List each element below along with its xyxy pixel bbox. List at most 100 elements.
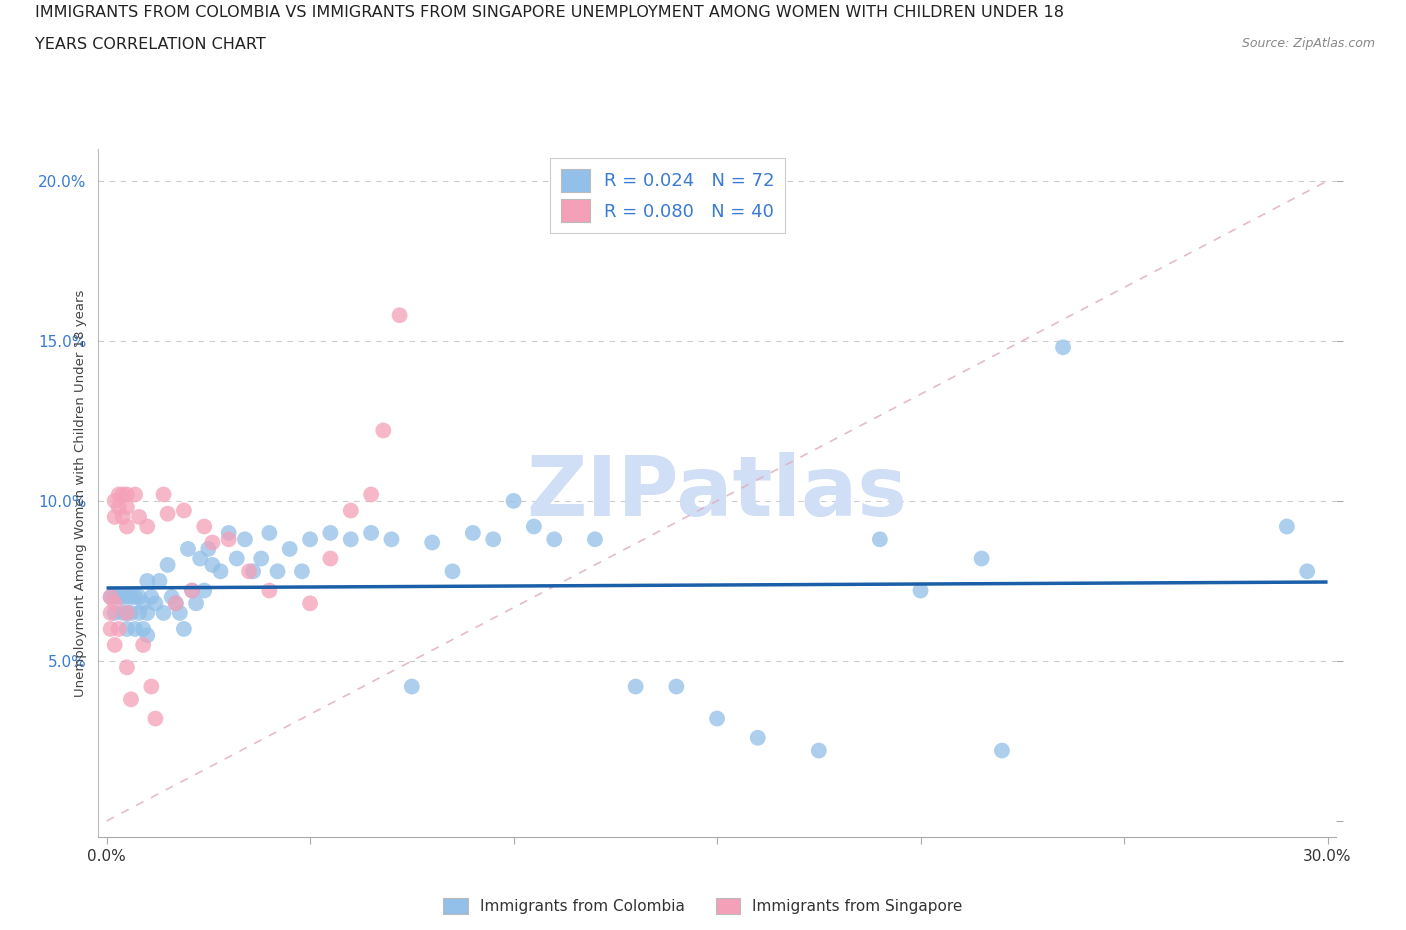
Point: [115, 605, 138, 620]
Point: [141, 590, 163, 604]
Point: [128, 510, 150, 525]
Point: [107, 487, 129, 502]
Text: IMMIGRANTS FROM COLOMBIA VS IMMIGRANTS FROM SINGAPORE UNEMPLOYMENT AMONG WOMEN W: IMMIGRANTS FROM COLOMBIA VS IMMIGRANTS F…: [35, 5, 1064, 20]
Point: [388, 308, 411, 323]
Point: [420, 535, 443, 550]
Y-axis label: Unemployment Among Women with Children Under 18 years: Unemployment Among Women with Children U…: [75, 289, 87, 697]
Point: [111, 487, 134, 502]
Point: [242, 564, 264, 578]
Point: [339, 503, 361, 518]
Point: [124, 590, 146, 604]
Point: [120, 692, 142, 707]
Point: [115, 487, 138, 502]
Point: [100, 621, 122, 636]
Point: [104, 590, 127, 604]
Point: [218, 525, 240, 540]
Point: [104, 637, 127, 652]
Point: [747, 730, 769, 745]
Point: [184, 596, 207, 611]
Point: [136, 605, 159, 620]
Point: [523, 519, 546, 534]
Legend: R = 0.024   N = 72, R = 0.080   N = 40: R = 0.024 N = 72, R = 0.080 N = 40: [550, 158, 786, 233]
Point: [624, 679, 647, 694]
Point: [201, 557, 224, 572]
Point: [225, 551, 247, 566]
Point: [665, 679, 688, 694]
Point: [148, 574, 170, 589]
Point: [120, 605, 142, 620]
Point: [291, 564, 314, 578]
Point: [461, 525, 484, 540]
Point: [360, 487, 382, 502]
Point: [124, 487, 146, 502]
Point: [299, 532, 322, 547]
Point: [1275, 519, 1298, 534]
Point: [441, 564, 464, 578]
Point: [124, 621, 146, 636]
Point: [115, 660, 138, 675]
Point: [104, 494, 127, 509]
Point: [181, 583, 204, 598]
Point: [115, 590, 138, 604]
Text: ZIPatlas: ZIPatlas: [527, 452, 907, 534]
Point: [259, 583, 281, 598]
Point: [401, 679, 423, 694]
Point: [136, 574, 159, 589]
Point: [160, 590, 183, 604]
Point: [115, 605, 138, 620]
Point: [177, 541, 200, 556]
Text: YEARS CORRELATION CHART: YEARS CORRELATION CHART: [35, 37, 266, 52]
Point: [502, 494, 524, 509]
Point: [141, 679, 163, 694]
Point: [181, 583, 204, 598]
Point: [869, 532, 891, 547]
Point: [380, 532, 402, 547]
Point: [250, 551, 273, 566]
Point: [339, 532, 361, 547]
Point: [107, 499, 129, 514]
Point: [128, 590, 150, 604]
Point: [111, 605, 134, 620]
Point: [299, 596, 322, 611]
Point: [111, 590, 134, 604]
Point: [100, 590, 122, 604]
Point: [104, 605, 127, 620]
Point: [991, 743, 1014, 758]
Point: [165, 596, 187, 611]
Point: [209, 564, 232, 578]
Point: [201, 535, 224, 550]
Point: [543, 532, 565, 547]
Point: [107, 621, 129, 636]
Point: [259, 525, 281, 540]
Point: [104, 510, 127, 525]
Point: [145, 711, 167, 726]
Text: Source: ZipAtlas.com: Source: ZipAtlas.com: [1241, 37, 1375, 50]
Point: [319, 525, 342, 540]
Point: [156, 506, 179, 521]
Point: [193, 519, 215, 534]
Point: [238, 564, 260, 578]
Point: [266, 564, 288, 578]
Point: [373, 423, 395, 438]
Point: [910, 583, 932, 598]
Point: [132, 621, 155, 636]
Legend: Immigrants from Colombia, Immigrants from Singapore: Immigrants from Colombia, Immigrants fro…: [437, 892, 969, 921]
Point: [132, 637, 155, 652]
Point: [111, 510, 134, 525]
Point: [188, 551, 211, 566]
Point: [482, 532, 505, 547]
Point: [115, 621, 138, 636]
Point: [807, 743, 830, 758]
Point: [120, 590, 142, 604]
Point: [104, 596, 127, 611]
Point: [115, 519, 138, 534]
Point: [100, 590, 122, 604]
Point: [218, 532, 240, 547]
Point: [107, 590, 129, 604]
Point: [193, 583, 215, 598]
Point: [173, 503, 195, 518]
Point: [165, 596, 187, 611]
Point: [156, 557, 179, 572]
Point: [1296, 564, 1319, 578]
Point: [136, 628, 159, 643]
